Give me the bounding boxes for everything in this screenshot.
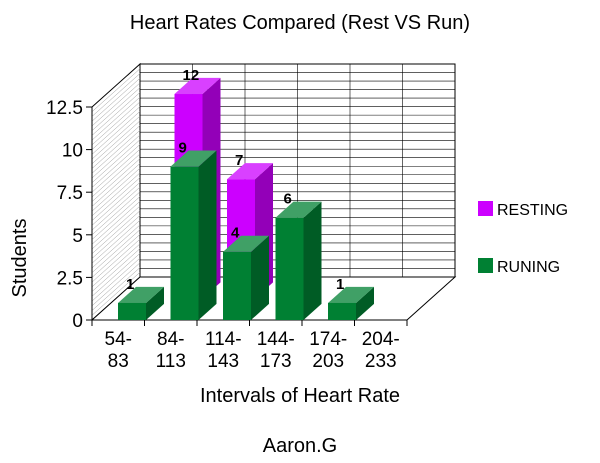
data-label: 6	[284, 191, 292, 208]
bar-top	[227, 163, 273, 180]
bar	[223, 251, 251, 320]
side-wall-hatch	[91, 215, 141, 259]
side-wall-hatch	[91, 205, 141, 250]
side-wall-hatch	[91, 182, 141, 226]
bar-side	[146, 286, 164, 320]
chart-title: Heart Rates Compared (Rest VS Run)	[130, 12, 470, 34]
y-axis-label: Students	[9, 219, 31, 298]
bar-top	[223, 235, 269, 252]
y-tick-label: 12.5	[46, 98, 83, 119]
side-wall-hatch	[91, 134, 141, 179]
data-label: 9	[179, 140, 187, 157]
side-wall-hatch	[91, 130, 141, 174]
side-wall-hatch	[91, 106, 141, 150]
bar	[170, 166, 199, 320]
side-wall-hatch	[91, 115, 141, 160]
y-tick-label: 5	[72, 226, 83, 247]
side-wall-hatch	[91, 111, 141, 155]
x-tick-label: 114-	[205, 329, 242, 350]
x-tick-label: 84-	[157, 329, 184, 350]
bar-side	[356, 286, 374, 320]
x-tick-label: 144-	[257, 329, 295, 350]
axes: 0 2.5 5 7.5 10 12.5 54-83 84-113 114-143 144-173 1…	[46, 98, 408, 372]
bar-top	[118, 286, 164, 303]
side-wall-hatch	[91, 144, 141, 188]
side-wall-hatch	[91, 82, 141, 127]
side-wall-hatch	[91, 257, 141, 302]
data-label: 1	[336, 276, 344, 293]
x-tick-label: 83	[108, 351, 129, 372]
bars: 12 7 1 9 4 6 1	[118, 67, 374, 320]
side-wall-hatch	[91, 196, 141, 240]
side-wall-hatch	[91, 210, 141, 254]
side-wall-hatch	[91, 149, 141, 193]
side-wall-hatch	[91, 267, 141, 311]
side-wall-hatch	[91, 186, 141, 231]
side-wall-hatch	[91, 220, 141, 264]
x-tick-label: 174-	[309, 329, 347, 350]
bar-top	[328, 286, 374, 303]
side-wall-hatch	[91, 101, 141, 146]
bar	[328, 302, 356, 320]
x-axis-label: Intervals of Heart Rate	[200, 385, 400, 407]
bar-side	[198, 150, 217, 320]
bar	[118, 302, 146, 320]
legend-label-resting: RESTING	[497, 202, 568, 219]
legend-swatch-resting	[478, 201, 493, 216]
grid-walls	[90, 62, 457, 322]
x-tick-label: 203	[312, 351, 344, 372]
side-wall-hatch	[91, 238, 141, 283]
data-label: 12	[183, 67, 200, 84]
legend-label-runing: RUNING	[497, 259, 560, 276]
data-label: 7	[235, 152, 243, 169]
side-wall-hatch	[91, 172, 141, 217]
x-tick-label: 173	[260, 351, 292, 372]
side-wall-hatch	[91, 139, 141, 183]
side-wall-hatch	[91, 224, 141, 269]
bar	[275, 217, 304, 320]
side-wall-hatch	[91, 120, 141, 164]
x-tick-label: 204-	[362, 329, 400, 350]
x-tick-label: 54-	[105, 329, 132, 350]
side-wall-hatch	[91, 248, 141, 292]
legend-swatch-runing	[478, 258, 493, 273]
side-wall-hatch	[91, 163, 141, 207]
x-tick-label: 233	[365, 351, 397, 372]
data-label: 4	[231, 225, 240, 242]
side-wall-hatch	[91, 234, 141, 278]
bar-top	[275, 201, 322, 218]
side-wall-hatch	[91, 153, 141, 198]
x-tick-label: 143	[207, 351, 239, 372]
y-tick-label: 0	[72, 311, 83, 332]
bar-side	[303, 201, 322, 320]
side-wall-hatch	[91, 92, 141, 136]
side-wall-hatch	[91, 243, 141, 288]
side-wall-hatch	[91, 125, 141, 169]
bar-side	[251, 235, 269, 320]
side-wall-hatch	[91, 73, 141, 117]
side-wall-hatch	[91, 68, 141, 112]
legend: RESTING RUNING	[478, 201, 568, 276]
side-wall-hatch	[91, 78, 141, 122]
side-wall-hatch	[91, 262, 141, 306]
side-wall-hatch	[91, 177, 141, 221]
y-tick-label: 7.5	[57, 183, 83, 204]
side-wall-hatch	[91, 96, 141, 141]
bar-top	[174, 77, 221, 95]
side-wall-hatch	[91, 229, 141, 273]
side-wall-hatch	[91, 201, 141, 245]
side-wall-hatch	[91, 87, 141, 131]
side-wall-hatch	[91, 272, 141, 316]
y-tick-label: 2.5	[57, 268, 83, 289]
x-tick-label: 113	[156, 351, 186, 372]
y-tick-label: 10	[62, 141, 83, 162]
side-wall-hatch	[91, 167, 141, 212]
side-wall-hatch	[91, 191, 141, 235]
data-label: 1	[126, 276, 134, 293]
side-wall-hatch	[91, 158, 141, 202]
bar-top	[170, 150, 217, 167]
side-wall-hatch	[91, 253, 141, 297]
footer-credit: Aaron.G	[263, 435, 337, 457]
